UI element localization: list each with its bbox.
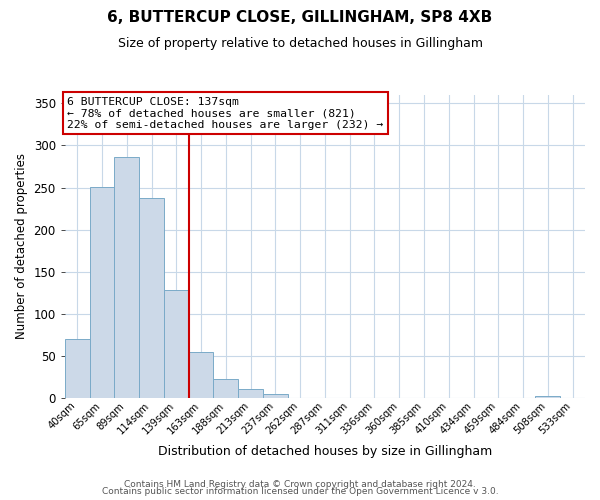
Bar <box>238 388 263 398</box>
Bar <box>139 198 164 398</box>
Bar <box>214 380 238 398</box>
Bar <box>89 186 115 398</box>
X-axis label: Distribution of detached houses by size in Gillingham: Distribution of detached houses by size … <box>158 444 492 458</box>
Bar <box>263 394 288 398</box>
Bar <box>535 396 560 398</box>
Bar <box>115 157 139 398</box>
Bar <box>164 290 188 398</box>
Bar <box>188 352 214 398</box>
Text: Contains HM Land Registry data © Crown copyright and database right 2024.: Contains HM Land Registry data © Crown c… <box>124 480 476 489</box>
Text: Size of property relative to detached houses in Gillingham: Size of property relative to detached ho… <box>118 38 482 51</box>
Text: Contains public sector information licensed under the Open Government Licence v : Contains public sector information licen… <box>101 488 499 496</box>
Text: 6, BUTTERCUP CLOSE, GILLINGHAM, SP8 4XB: 6, BUTTERCUP CLOSE, GILLINGHAM, SP8 4XB <box>107 10 493 25</box>
Text: 6 BUTTERCUP CLOSE: 137sqm
← 78% of detached houses are smaller (821)
22% of semi: 6 BUTTERCUP CLOSE: 137sqm ← 78% of detac… <box>67 96 383 130</box>
Bar <box>65 339 89 398</box>
Y-axis label: Number of detached properties: Number of detached properties <box>15 154 28 340</box>
